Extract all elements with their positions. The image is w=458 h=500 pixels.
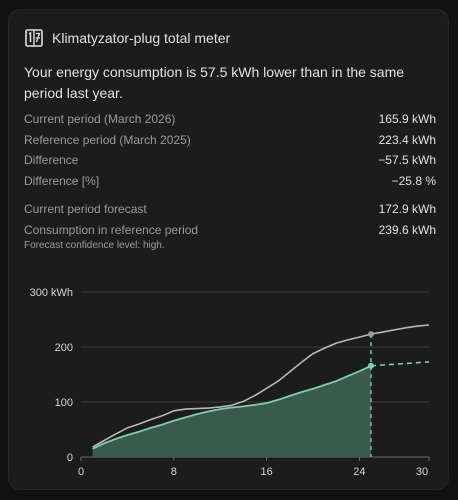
stat-row-current-period: Current period (March 2026) 165.9 kWh bbox=[24, 109, 436, 130]
stats-table: Current period (March 2026) 165.9 kWh Re… bbox=[24, 109, 436, 240]
forecast-confidence-note: Forecast confidence level: high. bbox=[24, 240, 165, 251]
forecast-series-line bbox=[370, 361, 430, 367]
chart-ticks: 0 100 200 300 kWh 0 8 16 24 30 bbox=[30, 287, 429, 478]
stat-value: 223.4 kWh bbox=[378, 132, 436, 147]
chart-area bbox=[92, 365, 371, 457]
stat-label: Difference [%] bbox=[24, 173, 100, 188]
stat-label: Reference period (March 2025) bbox=[24, 132, 191, 147]
stat-row-difference-percent: Difference [%] −25.8 % bbox=[24, 171, 436, 192]
current-series-line bbox=[92, 364, 372, 450]
chart-marks bbox=[368, 331, 374, 457]
y-tick-label: 200 bbox=[55, 342, 73, 354]
current-area-fill bbox=[92, 365, 371, 457]
stat-value: −25.8 % bbox=[391, 173, 436, 188]
stat-label: Current period forecast bbox=[24, 202, 147, 217]
calendar-numbers-icon bbox=[25, 29, 43, 47]
stat-row-reference-period: Reference period (March 2025) 223.4 kWh bbox=[24, 130, 436, 151]
stat-label: Current period (March 2026) bbox=[24, 112, 176, 127]
stat-value: 165.9 kWh bbox=[378, 112, 436, 127]
consumption-summary: Your energy consumption is 57.5 kWh lowe… bbox=[24, 64, 405, 101]
x-tick-label: 16 bbox=[260, 466, 272, 478]
reference-point bbox=[368, 331, 374, 338]
y-tick-label: 300 kWh bbox=[30, 287, 73, 299]
stat-label: Consumption in reference period bbox=[24, 222, 199, 237]
y-tick-label: 100 bbox=[55, 397, 73, 409]
x-tick-label: 24 bbox=[353, 466, 365, 478]
stat-row-reference-consumption: Consumption in reference period 239.6 kW… bbox=[24, 220, 436, 241]
current-point bbox=[368, 362, 374, 369]
x-tick-label: 8 bbox=[171, 466, 177, 478]
stat-value: 172.9 kWh bbox=[378, 202, 436, 217]
x-tick-label: 0 bbox=[78, 466, 84, 478]
x-tick-label: 30 bbox=[416, 466, 428, 478]
stat-row-difference: Difference −57.5 kWh bbox=[24, 150, 436, 171]
stat-row-forecast: Current period forecast 172.9 kWh bbox=[24, 199, 436, 220]
stat-value: −57.5 kWh bbox=[378, 153, 436, 168]
stat-label: Difference bbox=[24, 153, 79, 168]
card-header: Klimatyzator-plug total meter bbox=[25, 29, 230, 47]
y-tick-label: 0 bbox=[67, 452, 73, 464]
card-title: Klimatyzator-plug total meter bbox=[52, 30, 231, 46]
stat-value: 239.6 kWh bbox=[378, 222, 436, 237]
